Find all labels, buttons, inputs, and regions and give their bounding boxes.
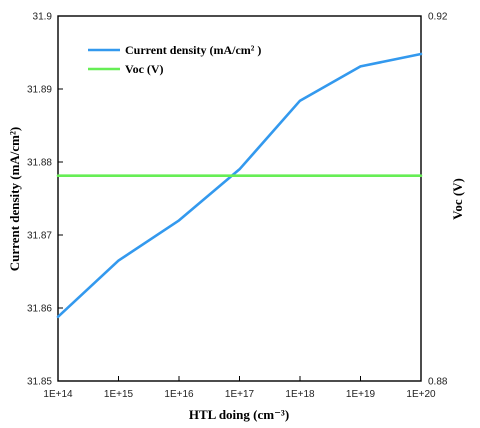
y2-tick-label: 0.88 — [428, 377, 448, 388]
y-axis-title: Current density (mA/cm²) — [7, 127, 22, 271]
y-tick-label: 31.9 — [33, 12, 53, 23]
y2-axis-title: Voc (V) — [450, 178, 465, 220]
x-tick-label: 1E+19 — [346, 389, 376, 400]
plot-area-border — [57, 15, 422, 382]
y-tick-label: 31.87 — [27, 231, 52, 242]
x-tick-label: 1E+18 — [285, 389, 315, 400]
y-tick-label: 31.88 — [27, 158, 52, 169]
ticks-layer: 1E+14 1E+15 1E+16 1E+17 1E+18 1E+19 1E+20 31.85… — [27, 12, 448, 401]
x-tick-label: 1E+17 — [225, 389, 255, 400]
plot-frame — [57, 15, 422, 382]
y-tick-label: 31.86 — [27, 304, 52, 315]
y-tick-label: 31.89 — [27, 85, 52, 96]
legend-label-2: Voc (V) — [125, 62, 164, 76]
x-axis-title: HTL doing (cm⁻³) — [189, 407, 289, 422]
legend: Current density (mA/cm² ) Voc (V) — [88, 43, 261, 76]
x-tick-label: 1E+15 — [104, 389, 134, 400]
y2-tick-label: 0.92 — [428, 12, 448, 23]
x-tick-label: 1E+20 — [406, 389, 436, 400]
series-line-1 — [56, 52, 423, 319]
x-tick-label: 1E+16 — [164, 389, 194, 400]
series-layer — [56, 52, 423, 319]
x-tick-label: 1E+14 — [43, 389, 73, 400]
legend-label-1: Current density (mA/cm² ) — [125, 43, 261, 57]
y-tick-label: 31.85 — [27, 377, 52, 388]
